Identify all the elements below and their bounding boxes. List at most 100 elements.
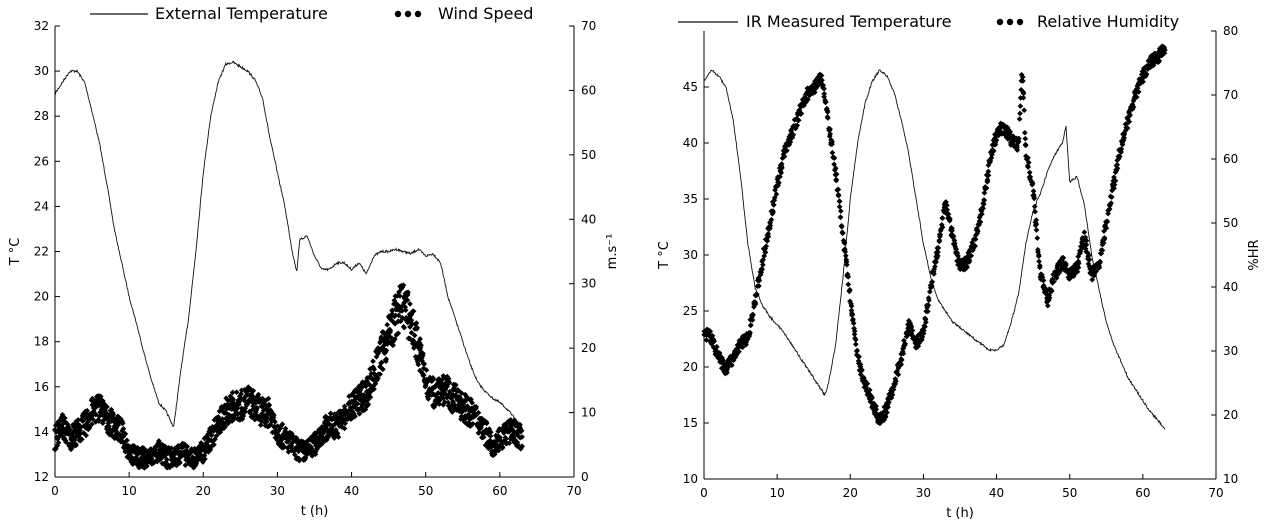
dot-marker: [1017, 103, 1024, 109]
dot-marker: [966, 259, 973, 265]
dot-marker: [78, 436, 85, 443]
dot-marker: [1074, 268, 1081, 275]
series-line-0: [703, 69, 1166, 430]
x-tick-label: 70: [1208, 486, 1223, 500]
dot-marker: [176, 458, 183, 465]
x-tick-label: 50: [418, 484, 433, 498]
left-y-axis-label: T °C: [657, 241, 672, 270]
dot-marker: [99, 420, 106, 427]
dot-marker: [831, 155, 838, 161]
dot-marker: [922, 316, 929, 323]
dot-marker: [980, 205, 986, 212]
dot-marker: [1089, 276, 1096, 283]
dot-marker: [1086, 252, 1092, 259]
dot-marker: [1133, 94, 1140, 100]
dot-marker: [282, 425, 289, 432]
dot-marker: [770, 208, 776, 214]
dot-marker: [341, 425, 348, 432]
dot-marker: [1020, 94, 1027, 101]
dot-marker: [124, 437, 130, 444]
dot-marker: [827, 131, 834, 137]
dot-marker: [518, 427, 525, 434]
dot-marker: [229, 389, 236, 396]
legend-label-line: IR Measured Temperature: [746, 12, 952, 31]
dot-marker: [457, 394, 463, 401]
dot-marker: [944, 206, 951, 213]
left-y-tick-label: 16: [34, 380, 49, 394]
left-y-tick-label: 18: [34, 335, 49, 349]
dot-marker: [407, 301, 413, 307]
dot-marker: [1114, 165, 1121, 172]
dot-marker: [926, 297, 932, 304]
dot-marker: [370, 358, 376, 365]
dot-marker: [1014, 147, 1021, 153]
x-tick-label: 20: [843, 486, 858, 500]
dot-marker: [475, 430, 482, 436]
dot-marker: [795, 117, 802, 124]
dot-marker: [475, 409, 482, 416]
dot-marker: [1015, 135, 1022, 142]
dot-marker: [1032, 208, 1038, 215]
dot-marker: [423, 367, 430, 373]
dot-marker: [736, 348, 742, 355]
dot-marker: [404, 297, 411, 303]
dot-marker: [502, 436, 509, 443]
dot-marker: [944, 202, 950, 209]
right-y-tick-label: 60: [1223, 152, 1238, 166]
dot-marker: [939, 224, 946, 231]
dot-marker: [818, 72, 825, 79]
dot-marker: [164, 456, 170, 463]
dot-marker: [974, 228, 981, 235]
dot-marker: [764, 238, 771, 244]
dot-marker: [1104, 218, 1111, 225]
x-axis-label: t (h): [301, 504, 329, 519]
x-tick-label: 60: [1135, 486, 1150, 500]
dot-marker: [838, 223, 845, 230]
dot-marker: [445, 375, 452, 382]
dot-marker: [829, 149, 836, 156]
dot-marker: [972, 243, 978, 249]
dot-marker: [1083, 237, 1090, 244]
legend: IR Measured Temperature Relative Humidity: [678, 12, 1179, 31]
legend-dot-swatch: [394, 10, 402, 18]
dot-marker: [230, 396, 236, 403]
dot-marker: [756, 277, 763, 284]
dot-marker: [711, 338, 718, 345]
dot-marker: [900, 350, 907, 357]
dot-marker: [829, 141, 835, 147]
dot-marker: [845, 281, 852, 288]
dot-marker: [148, 446, 154, 452]
dot-marker: [845, 273, 852, 280]
dot-marker: [851, 331, 858, 338]
dot-marker: [1097, 259, 1103, 266]
dot-marker: [833, 171, 840, 178]
right-y-tick-label: 50: [1223, 216, 1238, 230]
dot-marker: [144, 463, 150, 469]
dot-marker: [1034, 235, 1041, 241]
dot-marker: [1099, 247, 1106, 254]
dot-marker: [851, 325, 857, 332]
dot-marker: [408, 329, 415, 336]
right-y-tick-label: 40: [1223, 280, 1238, 294]
left-y-tick-label: 30: [34, 64, 49, 78]
dot-marker: [377, 371, 383, 378]
dot-marker: [1044, 302, 1051, 309]
dot-marker: [378, 359, 385, 366]
dot-marker: [75, 417, 82, 423]
dot-marker: [825, 115, 831, 121]
x-tick-label: 0: [51, 484, 59, 498]
dot-marker: [327, 410, 334, 417]
dot-marker: [884, 409, 890, 416]
dot-marker: [296, 457, 303, 464]
dot-marker: [1101, 234, 1108, 241]
dot-marker: [1033, 221, 1040, 227]
legend-dot-swatch: [414, 10, 422, 18]
left-y-tick-label: 10: [683, 472, 698, 486]
dot-marker: [945, 211, 952, 217]
dot-marker: [835, 191, 842, 198]
right-y-axis-label: %HR: [1247, 239, 1262, 270]
dot-marker: [499, 444, 506, 450]
dot-marker: [110, 411, 117, 418]
dot-marker: [1162, 47, 1168, 53]
